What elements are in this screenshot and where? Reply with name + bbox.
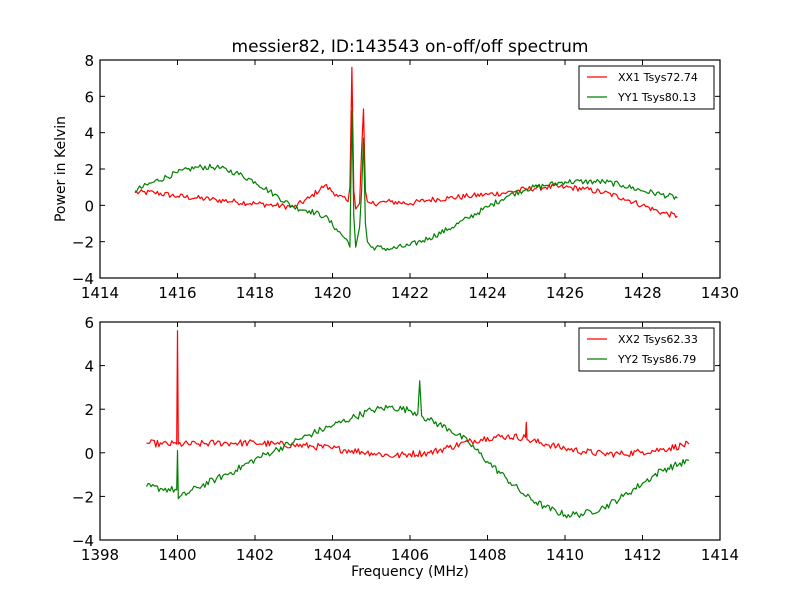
legend-label-xx2: XX2 Tsys62.33	[618, 333, 698, 346]
y-tick-label: −2	[72, 488, 94, 506]
series-layer	[145, 330, 690, 519]
legend: XX1 Tsys72.74 YY1 Tsys80.13	[578, 65, 715, 110]
legend-label-xx1: XX1 Tsys72.74	[618, 71, 698, 84]
y-tick-label: −2	[72, 234, 94, 252]
x-tick-label: 1424	[468, 284, 506, 302]
top-panel: messier82, ID:143543 on-off/off spectrum…	[53, 37, 739, 302]
x-axis-label: Frequency (MHz)	[351, 564, 469, 580]
legend-box	[578, 65, 715, 110]
bottom-panel: Frequency (MHz) 1398 1400 1402 1404 1406 1408…	[72, 314, 739, 580]
legend-box	[578, 327, 715, 372]
legend-label-yy2: YY2 Tsys86.79	[617, 353, 696, 366]
x-tick-label: 1426	[546, 284, 584, 302]
x-tick-label: 1412	[623, 546, 661, 564]
ticks-layer: 1414 1416 1418 1420 1422 1424 1426 1428 1430 −4 −2…	[72, 52, 739, 302]
x-tick-label: 1422	[391, 284, 429, 302]
y-tick-label: 4	[84, 358, 94, 376]
x-tick-label: 1402	[236, 546, 274, 564]
y-tick-label: 2	[84, 161, 94, 179]
x-tick-label: 1418	[236, 284, 274, 302]
x-tick-label: 1416	[158, 284, 196, 302]
y-axis-label: Power in Kelvin	[53, 116, 69, 222]
x-tick-label: 1430	[701, 284, 739, 302]
chart-title: messier82, ID:143543 on-off/off spectrum	[232, 37, 589, 57]
x-tick-label: 1408	[468, 546, 506, 564]
y-tick-label: 6	[84, 88, 94, 106]
y-tick-label: 6	[84, 314, 94, 332]
series-line-xx1	[134, 66, 678, 218]
x-tick-label: 1420	[313, 284, 351, 302]
y-tick-label: 0	[84, 197, 94, 215]
x-tick-label: 1414	[701, 546, 739, 564]
x-tick-label: 1406	[391, 546, 429, 564]
y-tick-label: 8	[84, 52, 94, 70]
x-tick-label: 1414	[81, 284, 119, 302]
series-line-yy2	[145, 380, 690, 519]
x-tick-label: 1428	[623, 284, 661, 302]
y-tick-label: 4	[84, 125, 94, 143]
series-line-yy1	[134, 110, 678, 252]
y-tick-label: −4	[72, 270, 94, 288]
series-layer	[134, 66, 678, 252]
y-tick-label: 2	[84, 401, 94, 419]
x-tick-label: 1400	[158, 546, 196, 564]
ticks-layer: 1398 1400 1402 1404 1406 1408 1410 1412 1414 −4 −2…	[72, 314, 739, 564]
x-tick-label: 1410	[546, 546, 584, 564]
x-tick-label: 1404	[313, 546, 351, 564]
x-tick-label: 1398	[81, 546, 119, 564]
y-tick-label: 0	[84, 445, 94, 463]
legend: XX2 Tsys62.33 YY2 Tsys86.79	[578, 327, 715, 372]
y-tick-label: −4	[72, 532, 94, 550]
series-line-xx2	[146, 330, 690, 459]
legend-label-yy1: YY1 Tsys80.13	[617, 91, 696, 104]
